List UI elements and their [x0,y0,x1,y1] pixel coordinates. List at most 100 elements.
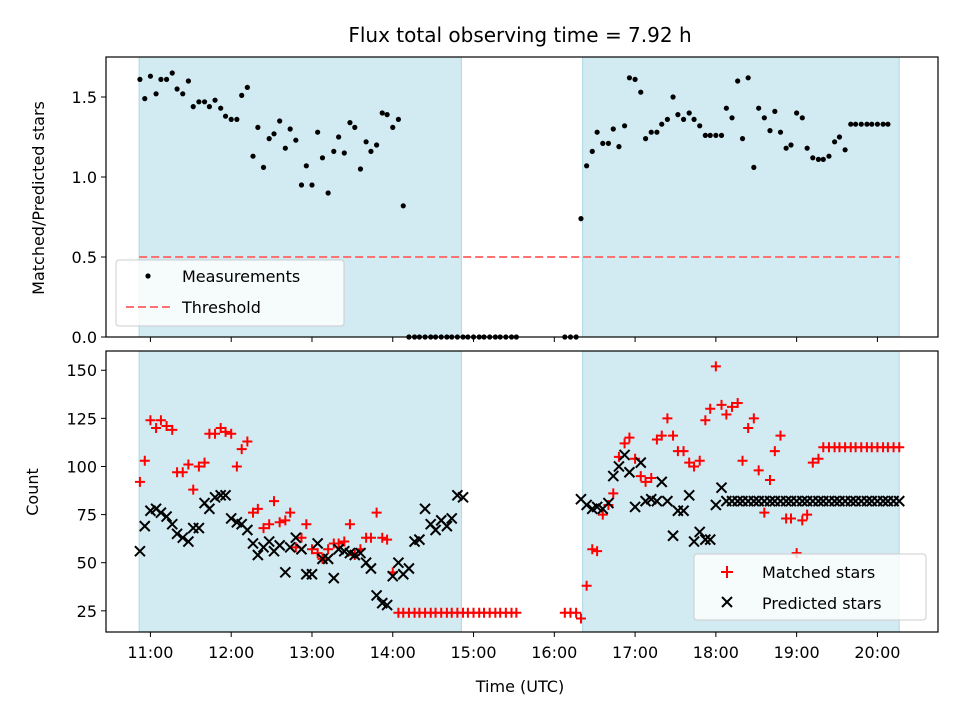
measurement-point [578,216,584,222]
predicted-point [683,489,695,502]
matched-point [371,507,382,518]
measurement-point [836,134,843,140]
matched-point [242,436,253,447]
predicted-point [214,489,227,502]
predicted-point [160,510,173,523]
measurement-point [832,139,838,145]
predicted-point [629,501,641,513]
matched-point [581,580,592,591]
measurement-point [212,97,218,103]
measurement-point [751,164,757,170]
matched-point [177,467,188,478]
measurement-point [142,96,148,102]
predicted-point [295,543,308,555]
matched-point [382,534,393,545]
y-tick-label: 1.0 [72,168,97,187]
measurement-point [783,145,789,151]
measurement-point [137,76,143,82]
matched-point [226,428,237,439]
matched-point [764,474,775,485]
measurement-point [158,76,164,82]
predicted-point [284,541,296,554]
matched-point [732,397,743,408]
measurement-point [723,105,729,111]
legend-predicted-marker [721,596,733,608]
predicted-point [182,535,195,548]
measurement-point [659,121,665,127]
measurement-point [826,153,832,159]
predicted-point [441,520,453,532]
matched-point [759,507,770,518]
matched-point [134,476,145,487]
measurement-point [686,110,692,116]
measurement-point [610,126,616,132]
measurement-point [206,104,212,110]
matched-point [161,421,172,432]
predicted-point [704,533,716,546]
legend-predicted-label: Predicted stars [762,594,882,613]
series-predicted-stars [134,449,905,611]
predicted-point [139,520,151,532]
matched-point [630,453,641,464]
matched-point [689,461,700,472]
predicted-point [225,512,237,525]
measurement-point [303,163,309,169]
matched-point [694,455,705,466]
matched-point [220,426,231,437]
predicted-point [731,495,744,507]
measurement-point [196,99,202,105]
measurement-point [315,129,321,135]
measurement-point [735,78,741,84]
predicted-point [273,539,286,552]
matched-point [312,548,323,559]
y-tick-label: 1.5 [72,88,97,107]
measurement-point [718,132,725,138]
measurement-point [400,203,406,209]
matched-point [662,413,673,424]
measurement-point [853,121,859,127]
predicted-point [241,524,254,536]
measurement-point [347,120,353,126]
measurement-point [277,118,283,124]
predicted-point [279,566,292,579]
y-tick-label: 75 [77,506,97,525]
matched-point [668,430,679,441]
predicted-point [613,460,625,473]
predicted-point [413,533,426,546]
measurement-point [761,115,767,121]
matched-point [753,465,764,476]
measurement-point [810,155,816,161]
y-tick-label: 100 [66,457,97,476]
measurement-point [739,136,746,142]
matched-point [721,409,732,420]
matched-point [323,544,334,555]
predicted-point [155,506,167,519]
measurement-point [842,147,848,153]
matched-point [727,401,738,412]
measurement-point [363,139,369,145]
x-tick-label: 13:00 [289,643,335,662]
measurement-point [815,156,822,162]
measurement-point [352,124,358,130]
measurement-point [293,137,299,143]
y-tick-label: 125 [66,409,97,428]
matched-point [769,446,780,457]
x-tick-label: 18:00 [693,643,739,662]
measurement-point [357,166,364,172]
matched-point [737,455,748,466]
measurement-point [336,134,342,140]
matched-point [635,471,646,482]
measurement-point [287,126,293,132]
measurement-point [331,148,337,154]
measurement-point [250,153,256,159]
matched-point [145,415,156,426]
measurement-point [584,163,590,169]
predicted-point [419,503,431,515]
legend-matched-marker [721,566,733,578]
y-tick-label: 0.5 [72,248,97,267]
matched-point [656,430,667,441]
predicted-point [354,547,367,559]
measurement-point [218,105,224,111]
legend-threshold-label: Threshold [181,298,261,317]
